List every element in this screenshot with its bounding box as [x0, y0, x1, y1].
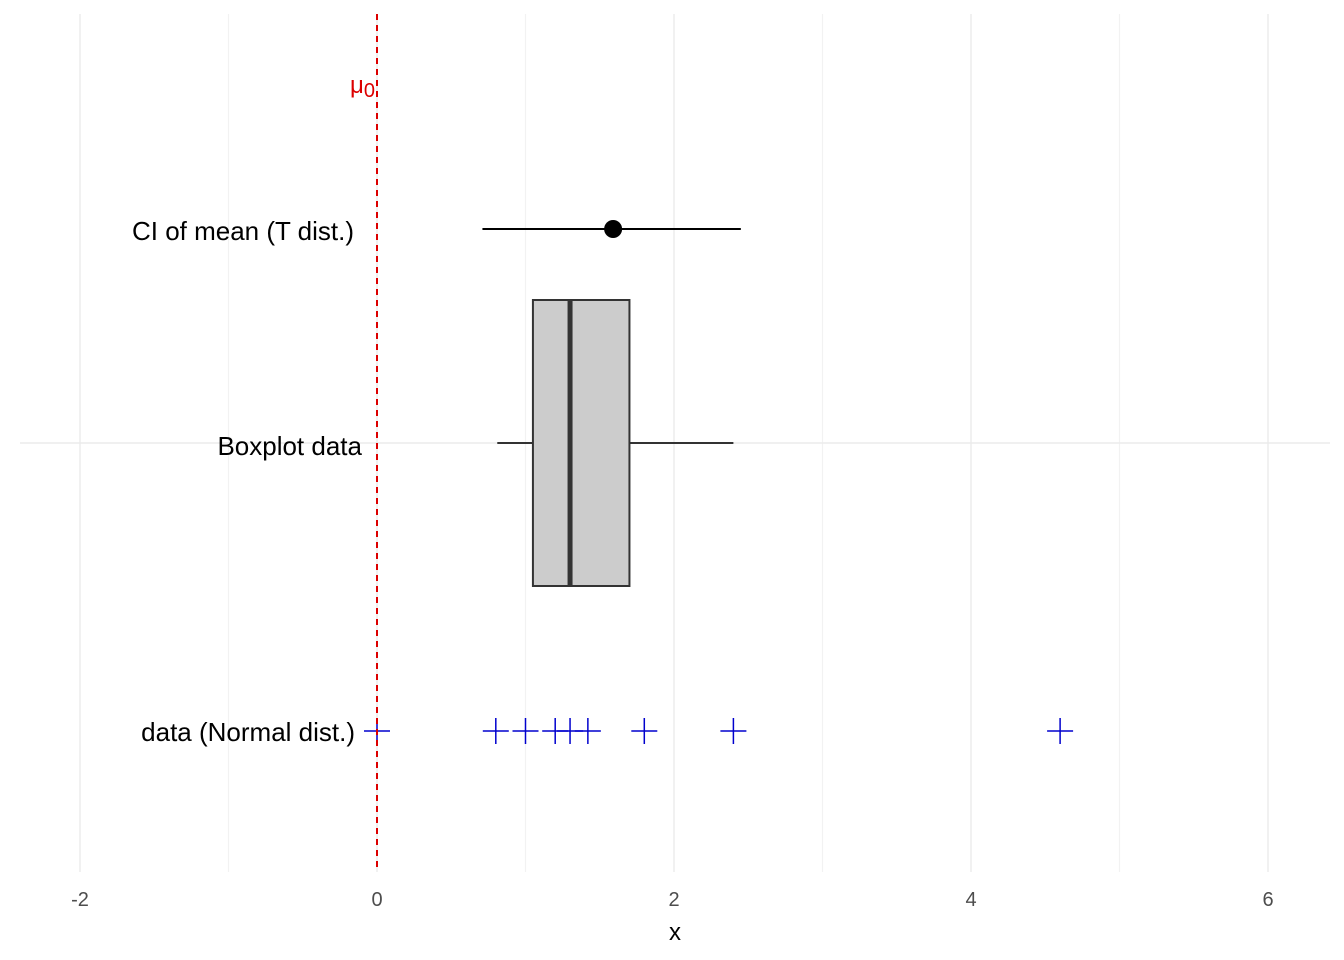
ci-row-label: CI of mean (T dist.)	[132, 216, 354, 246]
data-point	[631, 718, 658, 744]
row-labels: CI of mean (T dist.) Boxplot data data (…	[132, 216, 363, 747]
data-point	[720, 718, 747, 744]
data-point	[1047, 718, 1074, 744]
mu0-label-base: μ	[350, 72, 364, 99]
ci-mean-point	[604, 220, 623, 238]
x-tick-label: 2	[668, 889, 679, 911]
x-axis-ticks: -2 0 2 4 6	[71, 889, 1273, 911]
data-point	[482, 718, 509, 744]
mu0-label-subscript: 0	[364, 80, 375, 102]
data-point	[512, 718, 539, 744]
data-point	[574, 718, 601, 744]
x-axis-title: x	[669, 919, 681, 946]
x-tick-label: 6	[1262, 889, 1273, 911]
boxplot-row-label: Boxplot data	[217, 431, 362, 461]
mu0-label: μ0	[350, 72, 375, 102]
plot-marks	[364, 220, 1074, 744]
x-tick-label: 0	[371, 889, 382, 911]
data-row-label: data (Normal dist.)	[141, 717, 355, 747]
x-tick-label: 4	[965, 889, 976, 911]
x-tick-label: -2	[71, 889, 89, 911]
box-iqr-rect	[531, 299, 631, 587]
reference-line-group: μ0	[350, 14, 378, 872]
